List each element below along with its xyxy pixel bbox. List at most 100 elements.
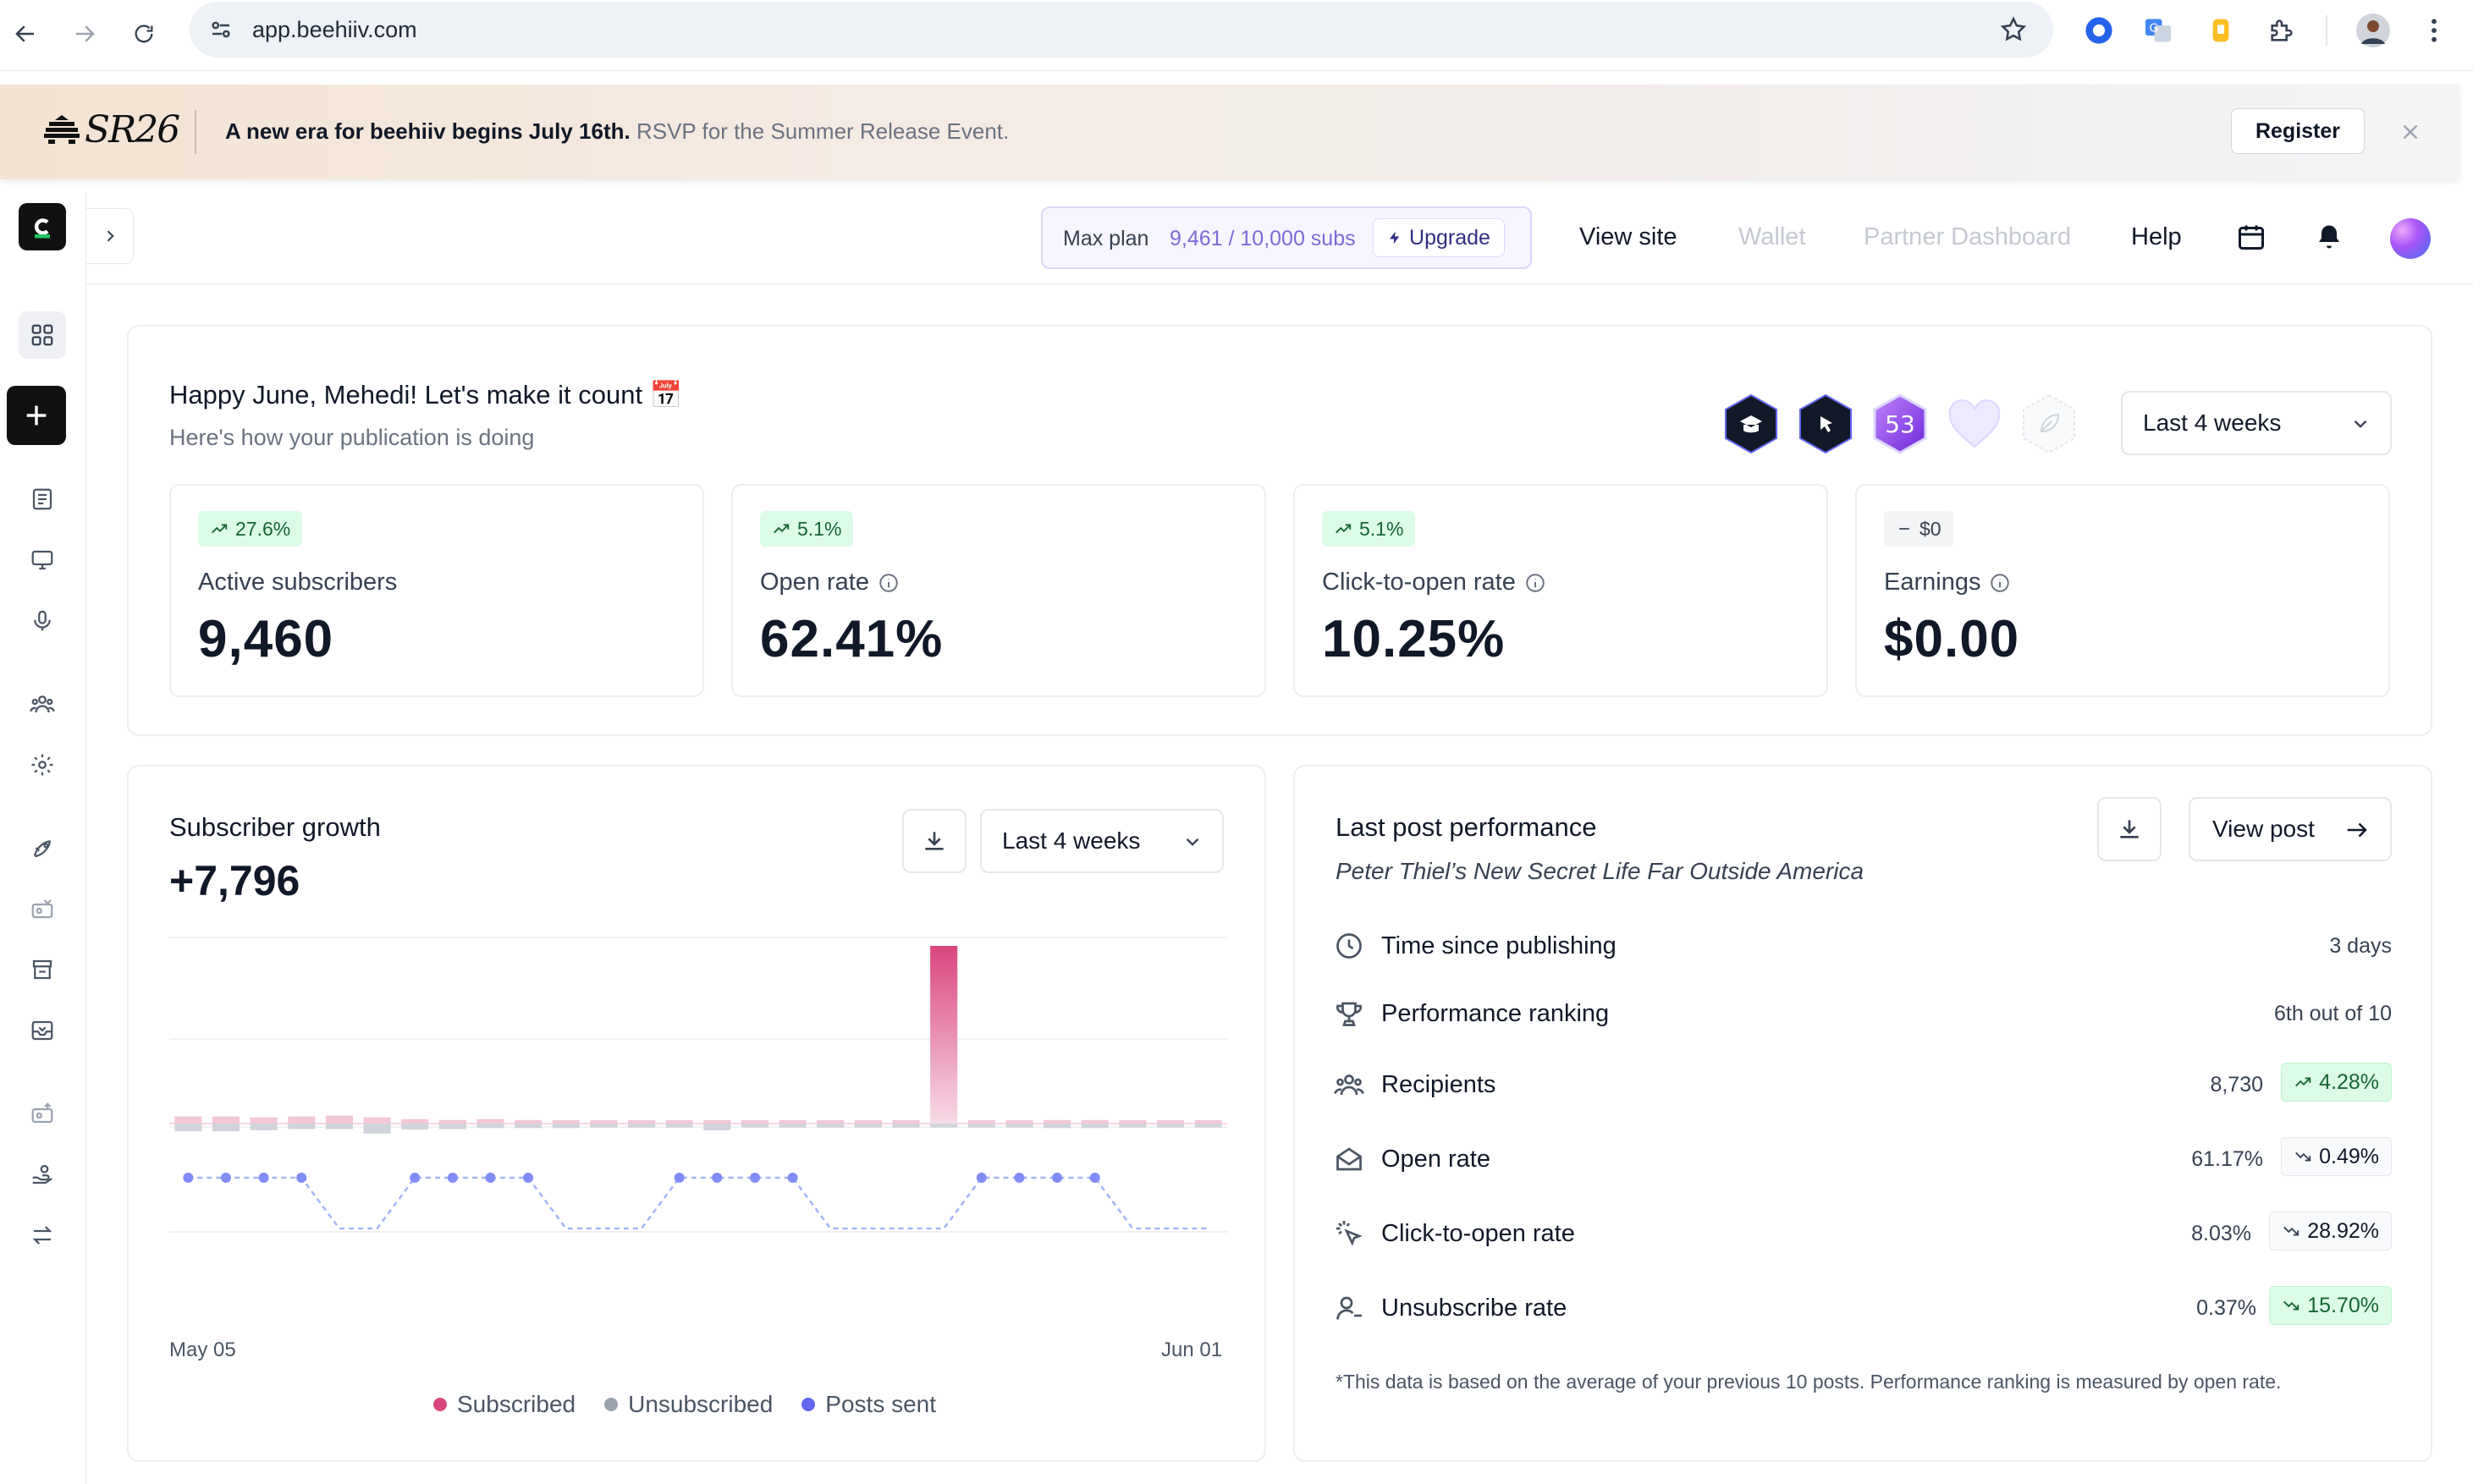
podcast-mic-icon[interactable] — [19, 597, 66, 645]
unsubscribed-bar[interactable] — [627, 1124, 656, 1128]
unsubscribed-bar[interactable] — [212, 1124, 240, 1132]
posts-sent-point[interactable] — [674, 1173, 685, 1183]
posts-sent-point[interactable] — [749, 1173, 760, 1183]
posts-sent-point[interactable] — [485, 1173, 496, 1183]
subscribed-bar[interactable] — [892, 1120, 920, 1124]
subscribed-bar[interactable] — [552, 1120, 580, 1124]
subscribed-bar[interactable] — [590, 1120, 618, 1124]
calendar-icon[interactable] — [2236, 222, 2266, 252]
unsubscribed-bar[interactable] — [703, 1124, 731, 1130]
user-avatar[interactable] — [2390, 218, 2431, 259]
cursor-click-icon[interactable] — [1794, 393, 1857, 455]
wallet-link[interactable]: Wallet — [1738, 223, 1806, 250]
info-icon[interactable] — [1989, 572, 2011, 594]
post-title-link[interactable]: Peter Thiel’s New Secret Life Far Outsid… — [1336, 858, 1864, 884]
posts-sent-point[interactable] — [712, 1173, 723, 1183]
swap-arrows-icon[interactable] — [19, 1212, 66, 1259]
back-icon[interactable] — [7, 15, 44, 52]
subscribed-bar[interactable] — [363, 1117, 391, 1124]
bell-icon[interactable] — [2314, 222, 2344, 252]
extension-yellow-icon[interactable] — [2204, 14, 2238, 47]
posts-sent-point[interactable] — [410, 1173, 421, 1183]
unsubscribed-bar[interactable] — [590, 1124, 618, 1128]
unsubscribed-bar[interactable] — [552, 1124, 580, 1129]
subscribed-bar[interactable] — [476, 1118, 504, 1124]
register-button[interactable]: Register — [2231, 108, 2365, 154]
unsubscribed-bar[interactable] — [930, 1124, 958, 1128]
leaf-icon[interactable] — [2018, 393, 2080, 455]
audience-users-icon[interactable] — [19, 680, 66, 728]
subscribed-bar[interactable] — [174, 1116, 202, 1124]
info-icon[interactable] — [878, 572, 900, 594]
grow-rocket-icon[interactable] — [19, 824, 66, 871]
close-icon[interactable] — [2393, 115, 2427, 149]
posts-sent-point[interactable] — [258, 1173, 269, 1183]
unsubscribed-bar[interactable] — [1081, 1124, 1109, 1129]
download-button[interactable] — [2097, 797, 2162, 861]
inbox-icon[interactable] — [19, 1007, 66, 1054]
extensions-puzzle-icon[interactable] — [2265, 14, 2299, 47]
unsubscribed-bar[interactable] — [779, 1124, 807, 1128]
posts-icon[interactable] — [19, 475, 66, 523]
subscribed-bar[interactable] — [1119, 1120, 1147, 1124]
subscribed-bar[interactable] — [967, 1120, 995, 1124]
unsubscribed-bar[interactable] — [476, 1124, 504, 1129]
unsubscribed-bar[interactable] — [174, 1124, 202, 1132]
reload-icon[interactable] — [125, 15, 162, 52]
posts-sent-point[interactable] — [296, 1173, 307, 1183]
unsubscribed-bar[interactable] — [1044, 1124, 1071, 1129]
graduation-cap-icon[interactable] — [1720, 393, 1782, 455]
posts-sent-point[interactable] — [183, 1173, 194, 1183]
browser-menu-icon[interactable] — [2417, 14, 2451, 47]
unsubscribed-bar[interactable] — [854, 1124, 882, 1128]
subscribed-bar[interactable] — [703, 1120, 731, 1124]
subscribed-bar[interactable] — [1194, 1120, 1222, 1124]
unsubscribed-bar[interactable] — [1156, 1124, 1185, 1128]
view-post-button[interactable]: View post — [2189, 797, 2392, 861]
heart-icon[interactable] — [1943, 393, 2006, 455]
subscribed-bar[interactable] — [212, 1116, 240, 1124]
subscribed-bar[interactable] — [1081, 1119, 1109, 1124]
extension-blue-icon[interactable] — [2082, 14, 2116, 47]
url-text[interactable]: app.beehiiv.com — [252, 17, 417, 42]
dashboard-grid-icon[interactable] — [19, 311, 66, 359]
partner-dashboard-link[interactable]: Partner Dashboard — [1864, 223, 2072, 250]
posts-sent-point[interactable] — [1089, 1173, 1100, 1183]
subscribed-bar[interactable] — [438, 1119, 466, 1124]
posts-sent-point[interactable] — [1052, 1173, 1063, 1183]
subscribed-bar[interactable] — [854, 1120, 882, 1124]
subscribed-bar[interactable] — [741, 1120, 769, 1124]
unsubscribed-bar[interactable] — [665, 1124, 693, 1128]
profile-avatar[interactable] — [2356, 14, 2390, 47]
upgrade-label[interactable]: Upgrade — [1409, 225, 1490, 250]
unsubscribed-bar[interactable] — [250, 1124, 278, 1130]
subscribed-bar[interactable] — [515, 1119, 543, 1124]
level-53-badge[interactable]: 53 — [1869, 393, 1931, 455]
subscribed-bar[interactable] — [1156, 1120, 1185, 1124]
subscribed-bar[interactable] — [250, 1117, 278, 1124]
bookmark-star-icon[interactable] — [1999, 15, 2028, 44]
create-plus-icon[interactable] — [7, 386, 66, 445]
help-link[interactable]: Help — [2131, 223, 2182, 250]
upgrade-button[interactable]: Upgrade — [1373, 218, 1505, 257]
subscribed-bar[interactable] — [779, 1120, 807, 1124]
ads-icon[interactable] — [19, 885, 66, 932]
unsubscribed-bar[interactable] — [892, 1124, 920, 1128]
translate-icon[interactable]: G — [2141, 14, 2175, 47]
posts-sent-point[interactable] — [1014, 1173, 1025, 1183]
boosts-icon[interactable] — [19, 1090, 66, 1137]
unsubscribed-bar[interactable] — [1119, 1124, 1147, 1128]
growth-period-value[interactable]: Last 4 weeks — [1002, 827, 1141, 854]
unsubscribed-bar[interactable] — [741, 1124, 769, 1128]
unsubscribed-bar[interactable] — [288, 1124, 316, 1129]
unsubscribed-bar[interactable] — [817, 1124, 845, 1128]
unsubscribed-bar[interactable] — [967, 1124, 995, 1128]
unsubscribed-bar[interactable] — [1194, 1124, 1222, 1128]
period-select[interactable]: Last 4 weeks — [2121, 391, 2392, 455]
forward-icon[interactable] — [66, 15, 103, 52]
unsubscribed-bar[interactable] — [401, 1124, 429, 1130]
subscribed-bar[interactable] — [665, 1120, 693, 1124]
posts-sent-point[interactable] — [447, 1173, 458, 1183]
address-bar[interactable]: app.beehiiv.com — [190, 2, 2053, 58]
info-icon[interactable] — [1524, 572, 1546, 594]
